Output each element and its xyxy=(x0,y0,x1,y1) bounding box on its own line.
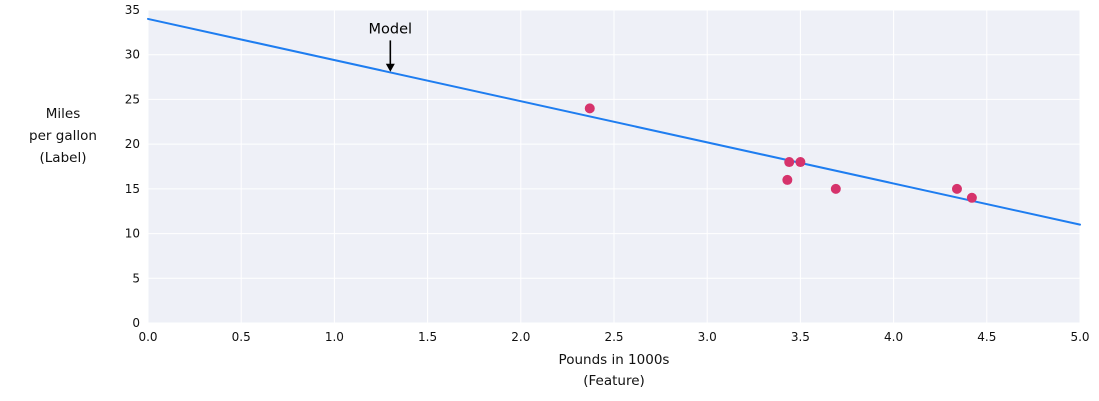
x-tick-label: 3.0 xyxy=(698,330,717,344)
x-tick-label: 4.0 xyxy=(884,330,903,344)
data-point xyxy=(782,174,793,185)
x-tick-label: 1.0 xyxy=(325,330,344,344)
data-point xyxy=(795,157,806,168)
y-tick-label: 10 xyxy=(125,227,140,241)
x-tick-label: 0.0 xyxy=(138,330,157,344)
y-tick-label: 25 xyxy=(125,92,140,106)
x-tick-label: 5.0 xyxy=(1070,330,1089,344)
data-point xyxy=(951,183,962,194)
x-tick-label: 2.5 xyxy=(604,330,623,344)
y-tick-label: 35 xyxy=(125,3,140,17)
x-tick-label: 2.0 xyxy=(511,330,530,344)
x-axis-label: Pounds in 1000s (Feature) xyxy=(558,352,670,389)
y-tick-label: 5 xyxy=(132,271,140,285)
y-tick-label: 20 xyxy=(125,137,140,151)
y-tick-label: 30 xyxy=(125,48,140,62)
annotation-arrow-head xyxy=(385,63,395,72)
y-tick-label: 0 xyxy=(132,316,140,330)
x-tick-label: 0.5 xyxy=(232,330,251,344)
data-point xyxy=(966,192,977,203)
x-tick-label: 1.5 xyxy=(418,330,437,344)
data-point xyxy=(584,103,595,114)
annotation-text: Model xyxy=(369,21,413,37)
data-point xyxy=(784,157,795,168)
x-tick-label: 3.5 xyxy=(791,330,810,344)
y-tick-label: 15 xyxy=(125,182,140,196)
x-tick-label: 4.5 xyxy=(977,330,996,344)
data-point xyxy=(830,183,841,194)
model-line xyxy=(147,17,1081,226)
y-axis-label: Miles per gallon (Label) xyxy=(29,106,97,166)
